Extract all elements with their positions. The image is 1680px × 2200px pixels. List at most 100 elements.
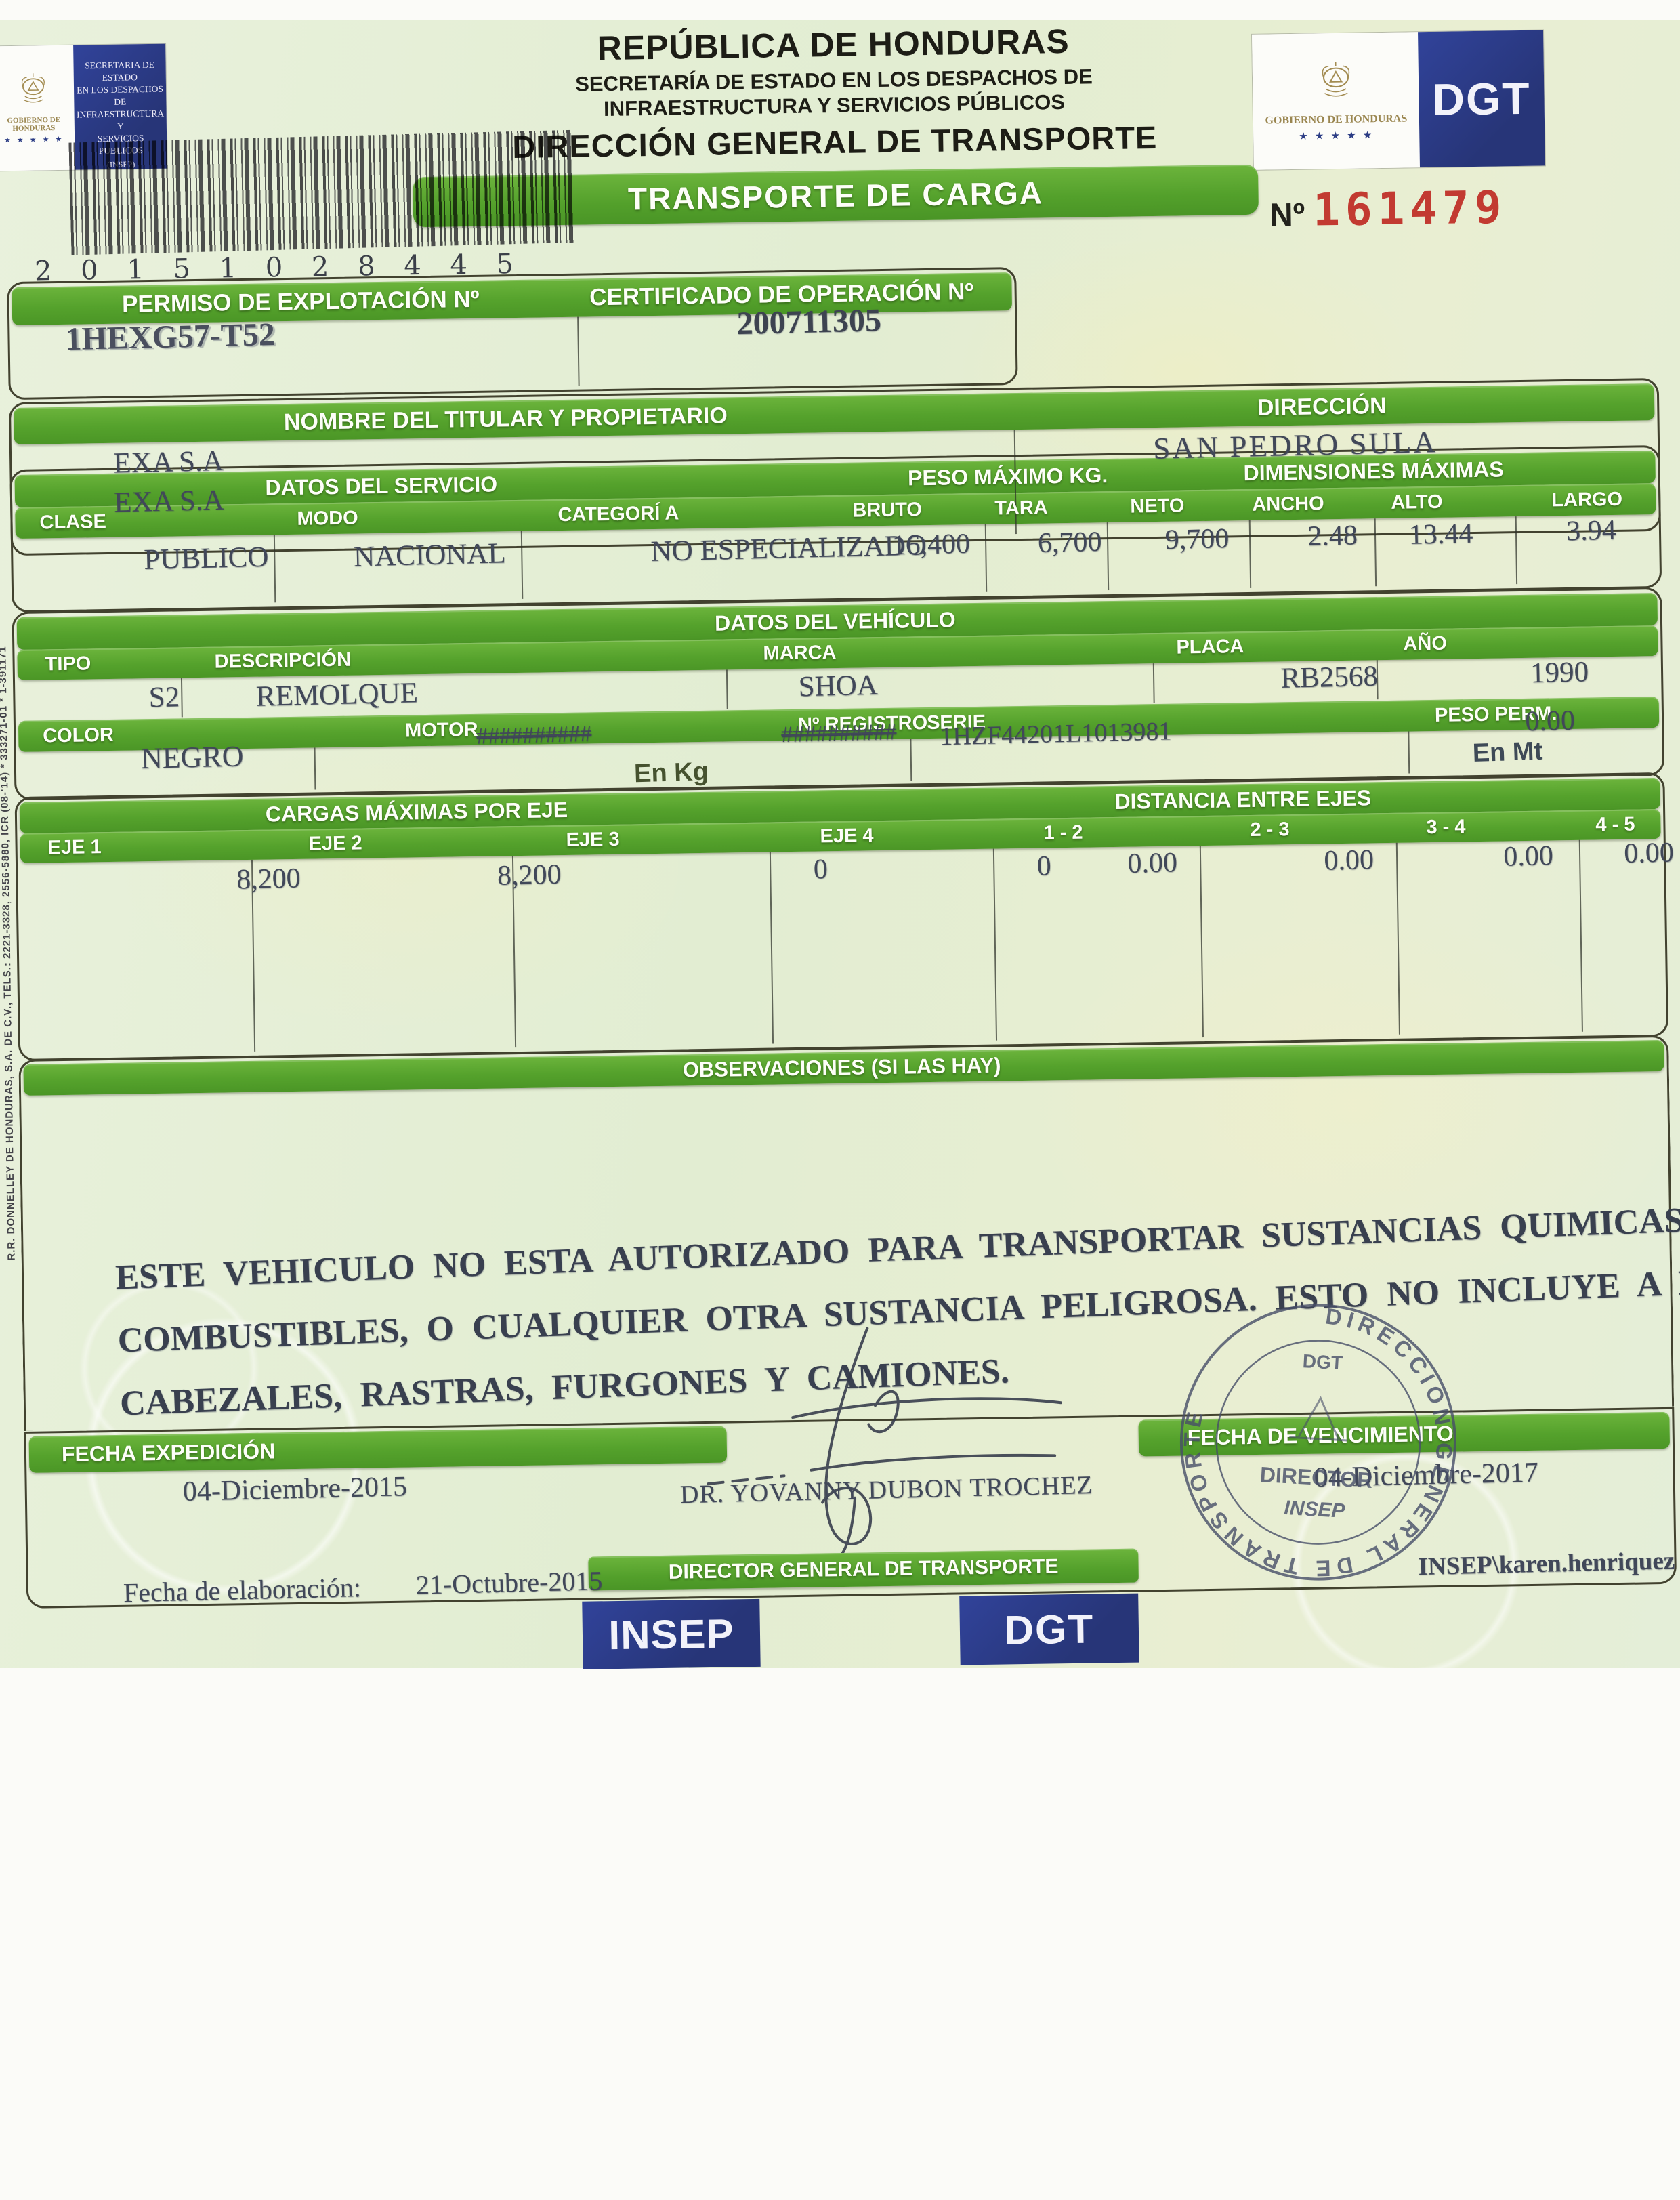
val-color: NEGRO (140, 739, 245, 775)
gobierno-text: GOBIERNO DE HONDURAS (7, 116, 61, 133)
col-tipo: TIPO (45, 652, 91, 676)
val-eje4: 0 (1036, 850, 1052, 882)
col-alto: ALTO (1391, 491, 1443, 514)
permiso-explotacion-label: PERMISO DE EXPLOTACIÓN Nº (121, 285, 480, 318)
gobierno-text: GOBIERNO DE HONDURAS (1265, 112, 1408, 127)
stars-row: ★ ★ ★ ★ ★ (1299, 129, 1374, 143)
col-bruto: BRUTO (852, 499, 923, 522)
dgt-gobierno-logo: GOBIERNO DE HONDURAS ★ ★ ★ ★ ★ DGT (1252, 30, 1545, 170)
col-marca: MARCA (763, 642, 837, 665)
val-tara: 6,700 (1037, 526, 1102, 560)
divider (992, 848, 998, 1041)
val-alto: 13.44 (1408, 518, 1473, 551)
insep-line: EN LOS DESPACHOS DE (77, 83, 164, 107)
val-modo: NACIONAL (353, 537, 507, 573)
servicio-panel: DATOS DEL SERVICIO PESO MÁXIMO KG. DIMEN… (9, 444, 1662, 613)
divider (1152, 663, 1155, 703)
divider (273, 535, 276, 603)
vehiculo-titulo: DATOS DEL VEHÍCULO (714, 607, 956, 636)
col-dist-1-2: 1 - 2 (1043, 821, 1083, 844)
stamp-insep: INSEP (1284, 1497, 1347, 1522)
val-eje2: 8,200 (497, 858, 562, 892)
val-eje1: 8,200 (236, 863, 301, 896)
insep-box: INSEP (582, 1598, 761, 1669)
divider (314, 747, 316, 790)
gobierno-logo-right: GOBIERNO DE HONDURAS ★ ★ ★ ★ ★ (1252, 32, 1420, 170)
val-bruto: 16,400 (891, 528, 971, 562)
barcode (68, 129, 574, 255)
col-eje2: EJE 2 (308, 832, 362, 855)
observaciones-titulo: OBSERVACIONES (SI LAS HAY) (682, 1053, 1001, 1082)
col-dist-4-5: 4 - 5 (1595, 813, 1635, 836)
val-serie: 1HZF44201L1013981 (939, 717, 1172, 751)
divider (910, 739, 912, 781)
divider (1106, 522, 1110, 591)
stamp-director: DIRECTOR (1259, 1462, 1373, 1493)
dgt-box: DGT (959, 1593, 1139, 1665)
dgt-director-stamp: DIRECCIÓN GENERAL DE TRANSPORTE DGT DIRE… (1172, 1295, 1465, 1589)
numero-value: 161479 (1312, 181, 1508, 236)
divider (1408, 731, 1410, 774)
servicio-titulo: DATOS DEL SERVICIO (265, 472, 498, 500)
distancia-titulo: DISTANCIA ENTRE EJES (1114, 785, 1372, 814)
elaboracion-value: 21-Octubre-2015 (415, 1565, 603, 1600)
val-dist-4-5: 0.00 (1623, 837, 1675, 870)
divider (577, 316, 580, 386)
unidad-kg-label: En Kg (633, 757, 709, 789)
gobierno-logo-left: GOBIERNO DE HONDURAS ★ ★ ★ ★ ★ (0, 45, 75, 171)
expedicion-label: FECHA EXPEDICIÓN (61, 1438, 276, 1467)
col-modo: MODO (297, 507, 358, 530)
divider (180, 678, 183, 718)
col-placa: PLACA (1176, 636, 1244, 659)
val-registro: ########## (780, 719, 897, 747)
val-peso-perm: 0.00 (1524, 705, 1576, 738)
divider (1395, 842, 1400, 1035)
col-categoria: CATEGORÍ A (558, 502, 679, 526)
divider (984, 524, 988, 592)
honduras-crest-icon (1322, 61, 1349, 97)
val-marca: SHOA (798, 669, 879, 703)
titular-line1: EXA S.A (112, 444, 224, 480)
col-largo: LARGO (1551, 488, 1623, 512)
stamp-ring-text: DIRECCIÓN GENERAL DE TRANSPORTE (1172, 1295, 1465, 1589)
unidad-mt-label: En Mt (1472, 736, 1543, 768)
col-clase: CLASE (39, 511, 107, 534)
val-dist-1-2: 0.00 (1127, 847, 1178, 880)
signature (707, 1327, 1062, 1565)
titular-line2: EXA S.A (113, 484, 225, 519)
val-neto: 9,700 (1164, 523, 1230, 556)
col-descripcion: DESCRIPCIÓN (214, 648, 352, 673)
svg-text:DIRECCIÓN GENERAL DE TRANSPORT: DIRECCIÓN GENERAL DE TRANSPORTE (1172, 1295, 1465, 1589)
col-anio: AÑO (1403, 632, 1448, 655)
val-eje3: 0 (813, 854, 828, 886)
val-dist-2-3: 0.00 (1323, 844, 1374, 877)
stars-row: ★ ★ ★ ★ ★ (3, 135, 64, 144)
val-ancho: 2.48 (1307, 520, 1358, 553)
val-descripcion: REMOLQUE (255, 677, 419, 713)
document-number: Nº 161479 (1269, 181, 1507, 236)
honduras-crest-icon (21, 73, 45, 103)
divider (1248, 520, 1252, 588)
val-clase: PUBLICO (143, 541, 269, 576)
peso-maximo-titulo: PESO MÁXIMO KG. (907, 463, 1108, 491)
insep-line: INFRAESTRUCTURA Y (76, 108, 165, 131)
divider (1199, 846, 1204, 1038)
col-motor: MOTOR (404, 718, 478, 742)
divider (520, 531, 524, 599)
direccion-label: DIRECCIÓN (1257, 392, 1387, 421)
col-dist-3-4: 3 - 4 (1426, 816, 1466, 839)
dgt-blue-panel: DGT (1418, 30, 1545, 168)
col-color: COLOR (42, 724, 114, 747)
republica-title: REPÚBLICA DE HONDURAS (597, 22, 1070, 68)
direccion-value: SAN PEDRO SULA (1152, 425, 1438, 465)
permisos-panel: PERMISO DE EXPLOTACIÓN Nº CERTIFICADO DE… (7, 267, 1018, 400)
stamp-dgt: DGT (1302, 1350, 1343, 1373)
val-anio: 1990 (1530, 656, 1589, 690)
vehiculo-panel: DATOS DEL VEHÍCULO TIPO DESCRIPCIÓN MARC… (12, 587, 1665, 801)
col-eje4: EJE 4 (820, 825, 874, 848)
usuario-sistema: INSEP\karen.henriquez (1418, 1547, 1675, 1581)
val-largo: 3.94 (1566, 514, 1617, 547)
divider (769, 852, 774, 1044)
val-placa: RB2568 (1280, 660, 1379, 694)
